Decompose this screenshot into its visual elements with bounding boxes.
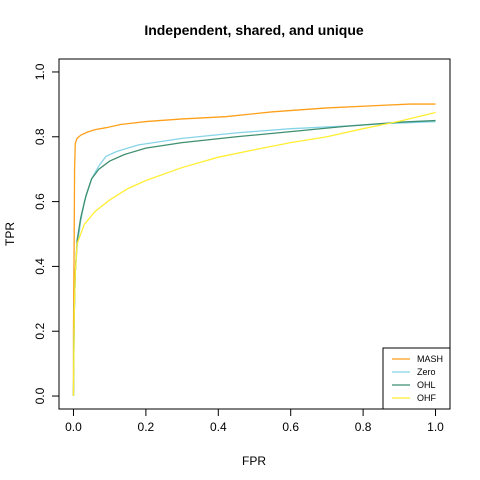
x-tick-label: 0.4	[210, 420, 227, 434]
x-tick-label: 0.0	[65, 420, 82, 434]
legend-label: Zero	[417, 367, 436, 377]
series-line-mash	[72, 103, 436, 397]
x-axis-label: FPR	[242, 454, 266, 468]
x-tick-label: 0.6	[282, 420, 299, 434]
legend-box	[382, 347, 451, 410]
x-tick-label: 1.0	[427, 420, 444, 434]
x-tick-label: 0.2	[138, 420, 155, 434]
series-layer	[72, 103, 436, 397]
y-tick-label: 0.8	[33, 128, 47, 145]
x-tick-label: 0.8	[355, 420, 372, 434]
legend-label: OHF	[417, 393, 437, 403]
y-tick-label: 1.0	[33, 63, 47, 80]
y-tick-label: 0.6	[33, 193, 47, 210]
series-line-ohf	[72, 111, 436, 397]
plot-frame	[58, 58, 451, 410]
legend-label: MASH	[417, 354, 443, 364]
legend: MASH Zero OHL OHF	[382, 347, 451, 410]
chart-title: Independent, shared, and unique	[144, 22, 364, 38]
y-tick-label: 0.2	[33, 323, 47, 340]
y-tick-label: 0.0	[33, 387, 47, 404]
y-tick-label: 0.4	[33, 258, 47, 275]
legend-label: OHL	[417, 380, 436, 390]
y-axis-label: TPR	[3, 222, 17, 246]
